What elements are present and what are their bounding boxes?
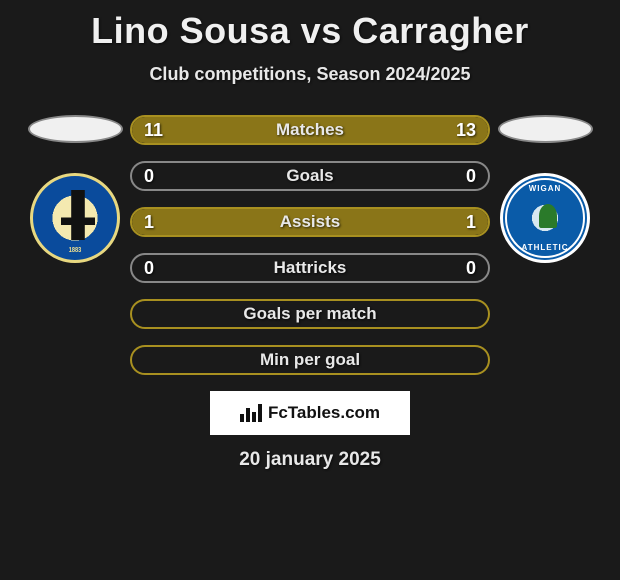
date-label: 20 january 2025 bbox=[0, 449, 620, 471]
stat-value-right: 0 bbox=[466, 258, 476, 279]
chart-icon bbox=[240, 404, 262, 422]
stat-bar: 1 1 Assists bbox=[130, 207, 490, 237]
stat-bar: Min per goal bbox=[130, 345, 490, 375]
right-club-badge: WIGAN ATHLETIC bbox=[500, 173, 590, 263]
left-player-column: 1883 bbox=[20, 115, 130, 263]
stat-bar: 11 13 Matches bbox=[130, 115, 490, 145]
stat-label: Goals bbox=[286, 166, 333, 186]
stat-bar: 0 0 Goals bbox=[130, 161, 490, 191]
wigan-tree-icon bbox=[539, 204, 557, 228]
stat-value-left: 0 bbox=[144, 166, 154, 187]
bristol-figure-icon bbox=[61, 190, 95, 240]
stats-column: 1113Matches00Goals11Assists00HattricksGo… bbox=[130, 115, 490, 375]
stat-bar: Goals per match bbox=[130, 299, 490, 329]
wigan-text-bottom: ATHLETIC bbox=[503, 243, 587, 252]
stat-value-left: 1 bbox=[144, 212, 154, 233]
stat-label: Assists bbox=[280, 212, 340, 232]
stat-value-left: 11 bbox=[144, 120, 163, 141]
stat-label: Hattricks bbox=[274, 258, 347, 278]
stat-label: Min per goal bbox=[260, 350, 360, 370]
wigan-text-top: WIGAN bbox=[503, 184, 587, 193]
subtitle: Club competitions, Season 2024/2025 bbox=[0, 64, 620, 85]
watermark: FcTables.com bbox=[210, 391, 410, 435]
watermark-text: FcTables.com bbox=[268, 403, 380, 423]
right-player-photo bbox=[498, 115, 593, 143]
stat-label: Goals per match bbox=[243, 304, 376, 324]
left-club-badge: 1883 bbox=[30, 173, 120, 263]
stat-value-right: 13 bbox=[456, 120, 476, 141]
stat-value-right: 1 bbox=[466, 212, 476, 233]
bristol-year: 1883 bbox=[41, 247, 108, 254]
left-player-photo bbox=[28, 115, 123, 143]
right-player-column: WIGAN ATHLETIC bbox=[490, 115, 600, 263]
stat-value-right: 0 bbox=[466, 166, 476, 187]
page-title: Lino Sousa vs Carragher bbox=[0, 0, 620, 52]
stat-label: Matches bbox=[276, 120, 344, 140]
stat-bar: 0 0 Hattricks bbox=[130, 253, 490, 283]
comparison-row: 1883 1113Matches00Goals11Assists00Hattri… bbox=[0, 115, 620, 375]
stat-value-left: 0 bbox=[144, 258, 154, 279]
